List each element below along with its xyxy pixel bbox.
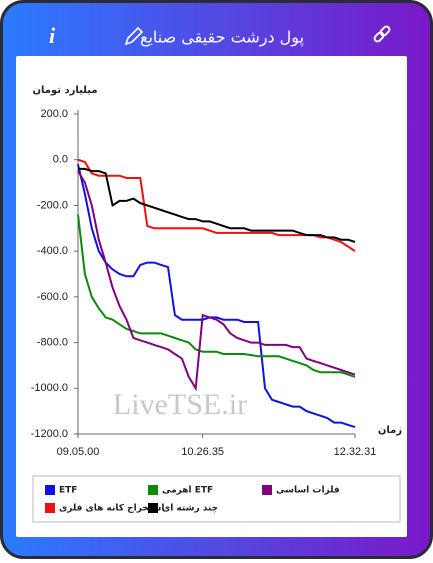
plot: 200.0 0.0 -200.0 -400.0 -600.0 -800.0 -1000.0 -… xyxy=(31,108,377,458)
legend: ETF اهرمی ETF فلزات اساسی استخراج کانه های … xyxy=(45,485,340,514)
series-line xyxy=(77,214,356,378)
x-tick-label: 12.32.31 xyxy=(334,446,377,458)
legend-label: استخراج کانه های فلزی xyxy=(59,504,164,514)
y-tick-label: 200.0 xyxy=(40,108,68,120)
legend-label: فلزات اساسی xyxy=(276,486,340,496)
y-tick-label: 0.0 xyxy=(53,154,68,166)
y-tick-label: -200.0 xyxy=(37,199,68,211)
y-tick-label: -600.0 xyxy=(37,291,68,303)
y-tick-label: -400.0 xyxy=(37,245,68,257)
info-button[interactable]: i xyxy=(49,23,56,48)
edit-icon[interactable] xyxy=(124,26,144,46)
legend-swatch xyxy=(148,485,158,495)
legend-swatch xyxy=(262,485,272,495)
legend-box xyxy=(32,475,401,523)
series-line xyxy=(78,167,356,243)
x-axis-title: زمان xyxy=(378,425,402,436)
legend-swatch xyxy=(45,503,55,513)
link-icon[interactable] xyxy=(373,25,391,43)
y-tick-label: -1000.0 xyxy=(31,382,68,394)
x-tick-label: 10.26.35 xyxy=(181,446,224,458)
y-axis-title: میلیارد تومان xyxy=(32,85,97,96)
legend-label: اهرمی ETF xyxy=(162,486,213,496)
y-tick-label: -800.0 xyxy=(37,336,68,348)
y-tick-label: -1200.0 xyxy=(31,428,68,440)
legend-swatch xyxy=(148,503,158,513)
page-title: پول درشت حقیقی صنایع xyxy=(140,28,304,48)
watermark: LiveTSE.ir xyxy=(113,388,247,421)
x-tick-label: 09.05.00 xyxy=(57,446,100,458)
series-line xyxy=(77,170,356,392)
legend-swatch xyxy=(45,485,55,495)
series-line xyxy=(77,164,356,429)
legend-label: چند رشته ای xyxy=(162,504,218,514)
legend-label: ETF xyxy=(59,486,77,496)
